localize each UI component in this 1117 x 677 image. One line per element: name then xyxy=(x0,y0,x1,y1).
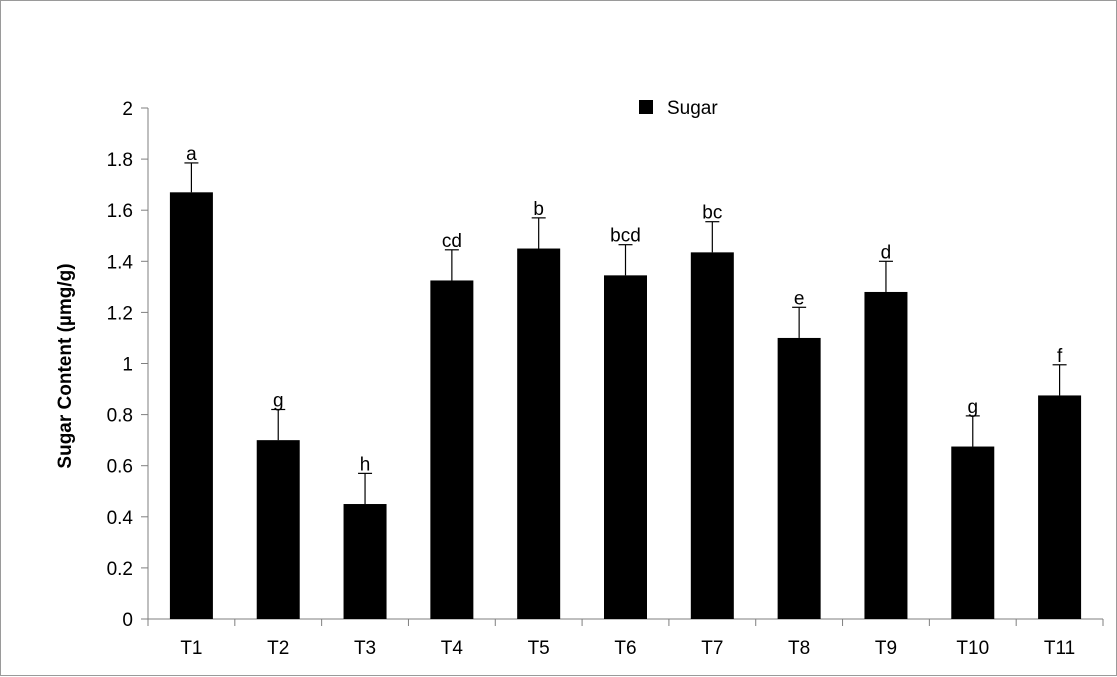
significance-label: b xyxy=(533,199,544,220)
bar xyxy=(777,337,821,619)
y-tick-label: 0.8 xyxy=(107,406,133,427)
y-tick-label: 2 xyxy=(122,99,133,120)
y-tick-label: 0 xyxy=(122,610,133,631)
significance-labels: a g h cd b bcd bc e d g f xyxy=(186,144,1063,475)
bar xyxy=(1038,395,1082,619)
y-axis-title: Sugar Content (µmg/g) xyxy=(55,263,76,468)
x-tick-label: T11 xyxy=(1044,638,1075,659)
y-tick-label: 1.4 xyxy=(107,252,134,273)
significance-label: f xyxy=(1057,346,1063,367)
x-tick-label: T8 xyxy=(788,638,810,659)
x-tick-label: T1 xyxy=(180,638,202,659)
x-tick-label: T7 xyxy=(701,638,723,659)
bar xyxy=(256,440,300,619)
x-tick-label: T9 xyxy=(875,638,897,659)
significance-label: h xyxy=(360,454,371,475)
y-tick-label: 0.6 xyxy=(107,457,133,478)
x-tick-label: T10 xyxy=(956,638,989,659)
significance-label: bcd xyxy=(610,226,641,247)
significance-label: e xyxy=(794,288,805,309)
significance-label: g xyxy=(273,390,284,411)
x-tick-label: T5 xyxy=(528,638,550,659)
significance-label: g xyxy=(967,397,978,418)
y-tick-label: 0.2 xyxy=(107,559,133,580)
y-tick-label: 1.2 xyxy=(107,303,133,324)
bar xyxy=(864,291,908,619)
bar xyxy=(604,275,647,619)
bar xyxy=(517,248,561,619)
y-tick-label: 0.4 xyxy=(107,508,134,529)
x-axis: T1 T2 T3 T4 T5 T6 T7 T8 T9 T10 T11 xyxy=(147,618,1104,659)
significance-label: d xyxy=(881,242,892,263)
significance-label: a xyxy=(186,144,197,165)
y-tick-label: 1.6 xyxy=(107,201,133,222)
x-tick-label: T3 xyxy=(354,638,376,659)
error-bars xyxy=(184,162,1067,505)
bar xyxy=(690,252,734,620)
bar xyxy=(343,504,387,619)
x-tick-label: T6 xyxy=(614,638,636,659)
y-axis: 0 0.2 0.4 0.6 0.8 1 1.2 1.4 1.6 1.8 2 xyxy=(107,99,149,631)
significance-label: bc xyxy=(702,203,722,224)
legend-swatch xyxy=(639,100,653,114)
bar xyxy=(430,280,474,619)
y-tick-label: 1 xyxy=(122,355,133,376)
legend-label: Sugar xyxy=(667,98,718,119)
bar xyxy=(169,192,213,619)
significance-label: cd xyxy=(442,231,462,252)
bars xyxy=(169,192,1082,620)
legend: Sugar xyxy=(639,98,718,119)
bar xyxy=(951,446,995,619)
y-tick-label: 1.8 xyxy=(107,150,133,171)
x-tick-label: T2 xyxy=(267,638,289,659)
x-tick-label: T4 xyxy=(441,638,464,659)
